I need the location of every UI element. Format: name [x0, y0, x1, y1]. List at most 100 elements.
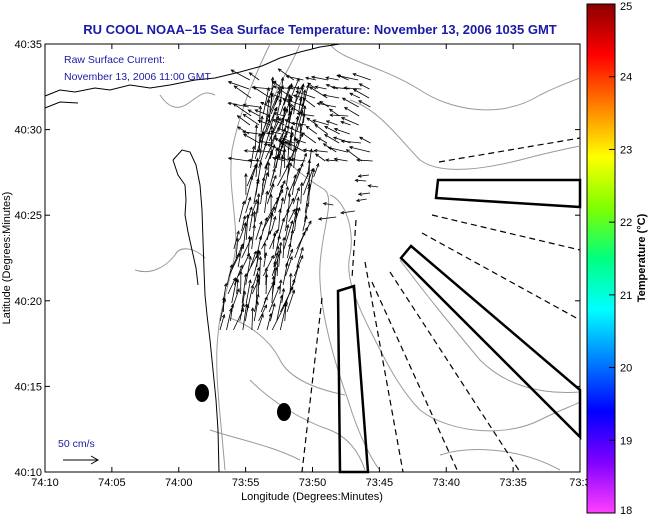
current-arrow [256, 148, 271, 153]
colorbar-tick-label: 18 [620, 505, 632, 517]
colorbar-label: Temperature (°C) [636, 213, 648, 302]
current-arrow [269, 193, 273, 223]
current-arrow [279, 154, 284, 178]
y-tick-label: 40:35 [14, 39, 42, 51]
current-arrow [297, 152, 307, 178]
current-arrow [290, 121, 307, 126]
x-axis-label: Longitude (Degrees:Minutes) [241, 491, 383, 503]
current-arrow [349, 92, 361, 99]
current-arrow [245, 196, 252, 214]
current-arrow [324, 134, 340, 144]
current-arrow [233, 85, 252, 99]
y-axis-label: Latitude (Degrees:Minutes) [1, 192, 13, 325]
current-arrow [329, 113, 349, 117]
current-arrow [310, 75, 329, 81]
current-arrow [253, 266, 260, 286]
x-tick-label: 73:50 [299, 477, 327, 489]
current-arrow [236, 126, 250, 135]
current-arrow [278, 241, 283, 268]
current-arrow [241, 215, 247, 232]
current-arrow [246, 206, 253, 223]
current-arrow [274, 138, 285, 144]
current-arrow [250, 250, 257, 268]
x-tick-label: 73:3 [569, 477, 590, 489]
current-arrow [249, 212, 254, 232]
marker-blob [277, 403, 291, 421]
x-tick-label: 73:40 [432, 477, 460, 489]
current-arrow [245, 255, 252, 286]
current-arrow [237, 244, 244, 268]
current-arrow [269, 93, 283, 99]
dashed-line [431, 214, 581, 251]
y-axis: 40:35 40:30 40:25 40:20 40:15 40:10 [14, 39, 580, 479]
current-arrow [294, 138, 306, 144]
current-arrow [252, 86, 271, 99]
current-arrow [278, 179, 286, 196]
current-arrow [247, 158, 261, 163]
current-arrow [295, 196, 300, 214]
current-arrow [301, 132, 317, 144]
current-arrow [285, 255, 293, 277]
current-arrow [255, 157, 260, 178]
current-arrow [286, 289, 296, 313]
current-arrow [287, 162, 293, 178]
current-arrow [352, 73, 371, 81]
colorbar [586, 3, 616, 514]
contour-line [439, 449, 561, 471]
scale-label: 50 cm/s [58, 438, 95, 450]
current-arrow [343, 86, 362, 90]
current-arrow [245, 279, 252, 304]
current-arrow [279, 279, 283, 295]
x-tick-label: 74:10 [31, 477, 59, 489]
current-arrow [276, 127, 293, 135]
coastline-north [44, 43, 341, 97]
current-arrow [230, 69, 251, 81]
current-arrow [283, 185, 289, 205]
y-tick-label: 40:30 [14, 125, 42, 137]
current-arrow [247, 109, 260, 117]
current-arrow [267, 174, 277, 196]
current-arrow [340, 139, 362, 144]
current-arrow [300, 83, 305, 106]
y-tick-label: 40:15 [14, 381, 42, 393]
contour-line [209, 429, 301, 461]
current-arrow [256, 192, 261, 214]
current-arrow [358, 136, 371, 144]
current-arrow [316, 102, 337, 108]
colorbar-tick-label: 24 [620, 72, 632, 84]
current-arrow [331, 85, 350, 90]
map-title: RU COOL NOAA–15 Sea Surface Temperature:… [83, 22, 557, 37]
coastline-inner [172, 159, 199, 286]
current-arrow [252, 210, 257, 232]
current-arrow [270, 130, 282, 135]
current-arrow [367, 184, 379, 188]
current-arrow [308, 167, 316, 196]
current-arrow [293, 147, 298, 169]
current-arrow [357, 174, 370, 178]
current-arrow [299, 181, 304, 205]
coastline-west [172, 149, 220, 473]
channel-south [336, 284, 370, 474]
current-arrow [325, 120, 338, 126]
current-arrow [282, 140, 287, 160]
current-arrow [260, 115, 264, 133]
current-arrow [285, 141, 306, 153]
channel-outlines [336, 178, 582, 474]
coastline-bay [44, 101, 79, 109]
contour-line [265, 43, 381, 471]
current-arrow [241, 273, 248, 304]
current-arrow [286, 99, 307, 108]
current-arrow [248, 72, 260, 81]
plot-area: 50 cm/s Raw Surface Current: November 13… [44, 43, 582, 474]
current-arrow [280, 133, 287, 151]
current-arrow [280, 142, 295, 153]
current-arrow [278, 208, 282, 232]
dashed-line [421, 232, 581, 321]
current-arrow [272, 232, 277, 250]
current-arrow [232, 103, 252, 117]
colorbar-tick-label: 20 [620, 363, 632, 375]
current-arrow [332, 136, 351, 144]
current-arrow [282, 97, 295, 108]
current-arrow [307, 82, 317, 90]
